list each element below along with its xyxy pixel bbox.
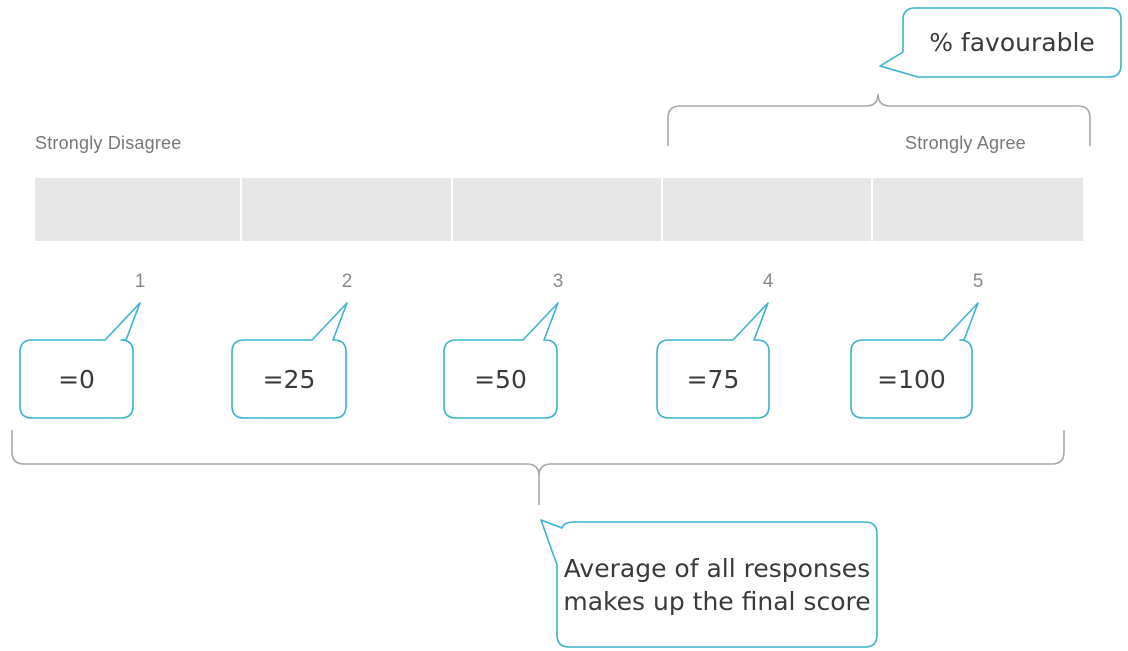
scale-point-4: 4 [762,271,774,292]
value-callout-3-shape [443,302,559,419]
average-bracket [11,430,1065,505]
scale-segment-2 [242,178,451,241]
value-callout-2-shape [231,302,348,419]
value-callout-5: =100 [877,364,946,394]
favourable-bracket [667,93,1091,146]
value-callout-2: =25 [262,364,316,394]
scale-segment-4 [663,178,871,241]
scale-point-2: 2 [341,271,353,292]
average-callout: Average of all responses makes up the fi… [563,553,871,616]
value-callout-4: =75 [686,364,740,394]
value-callout-3: =50 [474,364,527,394]
scale-point-5: 5 [972,271,984,292]
favourable-callout-shape [879,7,1122,78]
scale-segment-5 [873,178,1083,241]
scale-point-1: 1 [134,271,146,292]
scale-segment-1 [35,178,240,241]
value-callout-5-shape [850,302,979,419]
scale-segment-3 [453,178,661,241]
strongly-agree-label: Strongly Agree [905,133,1026,153]
favourable-callout: % favourable [929,28,1095,57]
value-callout-4-shape [656,302,770,419]
strongly-disagree-label: Strongly Disagree [35,133,182,153]
scale-point-3: 3 [552,271,564,292]
average-callout-shape [540,519,878,648]
value-callout-1: =0 [58,364,95,394]
value-callout-1-shape [19,302,141,419]
